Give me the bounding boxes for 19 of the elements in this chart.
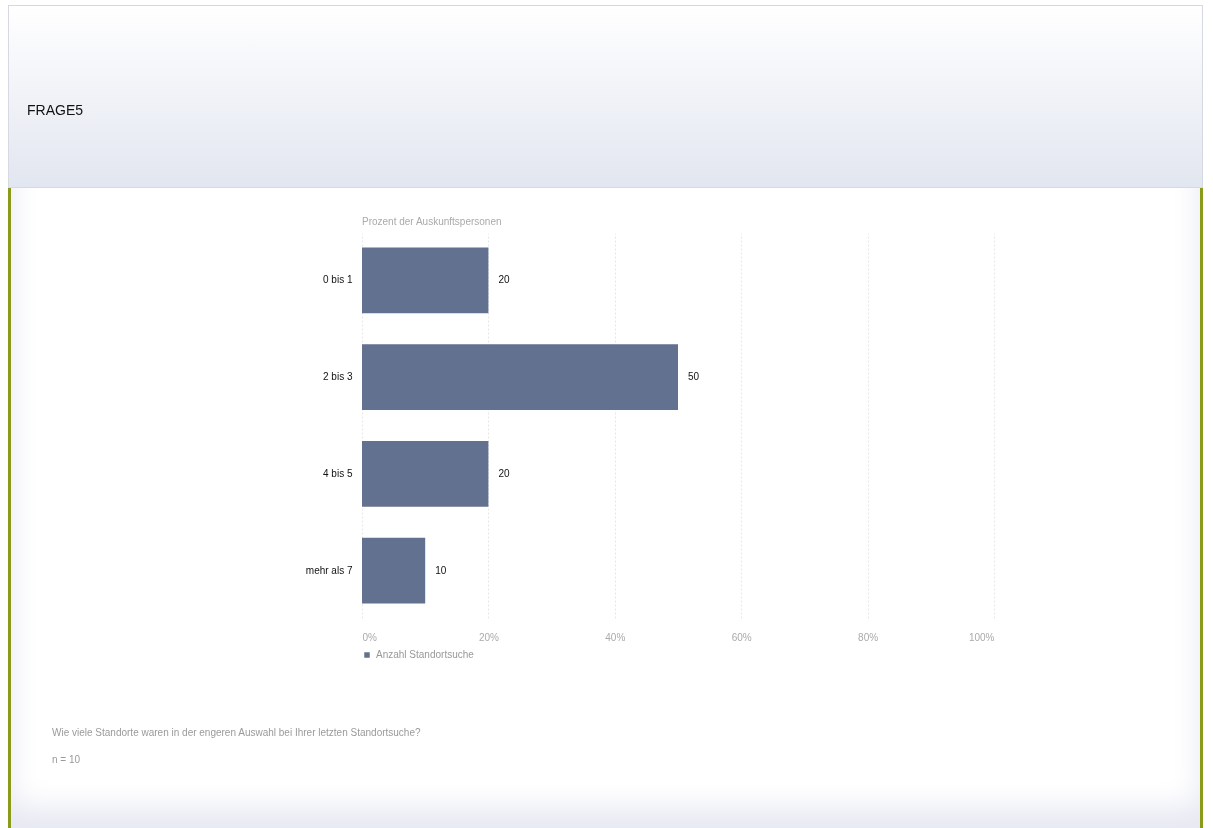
text: FRAGE5 bbox=[27, 102, 84, 118]
data-label: 20 bbox=[498, 467, 510, 479]
data-label: 10 bbox=[435, 564, 447, 576]
text: n = 10 bbox=[52, 754, 82, 765]
legend-label: Anzahl Standortsuche bbox=[376, 649, 475, 660]
text: Wie viele Standorte waren in der engeren Auswahl bei Ihrer letzten Standortsuche? bbox=[52, 727, 421, 738]
data-label: 50 bbox=[688, 371, 700, 383]
x-tick-label: 40% bbox=[605, 631, 626, 643]
x-tick-label: 100% bbox=[968, 631, 995, 643]
x-tick-label: 0% bbox=[362, 631, 378, 643]
y-tick-label: 2 bis 3 bbox=[323, 371, 353, 383]
y-tick-label: mehr als 7 bbox=[305, 564, 353, 576]
y-tick-label: 0 bis 1 bbox=[323, 274, 353, 286]
x-tick-label: 80% bbox=[858, 631, 879, 643]
data-label: 20 bbox=[498, 274, 510, 286]
x-tick-label: 60% bbox=[731, 631, 752, 643]
x-tick-label: 20% bbox=[478, 631, 500, 643]
y-tick-label: 4 bis 5 bbox=[323, 467, 353, 479]
x-axis-title: Prozent der Auskunftspersonen bbox=[362, 216, 502, 227]
